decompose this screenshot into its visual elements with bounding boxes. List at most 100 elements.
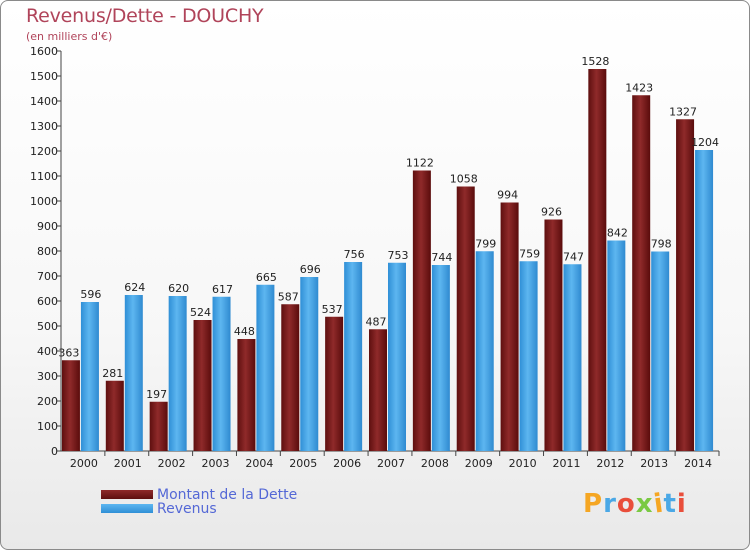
proxiti-logo: Proxiti [583,488,687,520]
data-label: 753 [388,249,409,262]
y-tick-label: 200 [37,395,58,408]
x-tick-label: 2003 [202,457,230,470]
x-tick-label: 2001 [114,457,142,470]
x-tick-label: 2009 [465,457,493,470]
bar-dette [149,401,168,451]
data-label: 1528 [581,55,609,68]
data-label: 747 [563,250,584,263]
bar-revenus [563,264,582,451]
bar-revenus [519,261,538,451]
y-tick-label: 600 [37,295,58,308]
y-tick-label: 100 [37,420,58,433]
data-label: 744 [431,251,452,264]
data-label: 620 [168,282,189,295]
data-label: 1204 [691,136,719,149]
data-label: 799 [475,237,496,250]
legend-label-debt: Montant de la Dette [157,487,298,503]
data-label: 696 [300,263,321,276]
bar-dette [325,316,344,451]
bar-dette [281,304,300,451]
bar-revenus [256,284,275,451]
y-tick-label: 1100 [30,170,58,183]
y-tick-label: 1200 [30,145,58,158]
y-tick-label: 700 [37,270,58,283]
x-tick-label: 2013 [640,457,668,470]
data-label: 537 [322,303,343,316]
bar-revenus [651,251,670,451]
data-label: 363 [58,346,79,359]
bar-dette [676,119,695,451]
data-label: 624 [124,281,145,294]
x-tick-label: 2008 [421,457,449,470]
chart-subtitle: (en milliers d'€) [26,30,113,43]
bar-dette [369,329,387,451]
x-tick-label: 2000 [70,457,98,470]
data-label: 1423 [625,81,653,94]
x-tick-label: 2010 [509,457,537,470]
bar-dette [61,360,80,451]
bar-dette [544,219,563,451]
y-tick-label: 300 [37,370,58,383]
bar-dette [105,380,124,451]
y-tick-label: 1400 [30,95,58,108]
bar-dette [588,69,607,451]
data-label: 994 [497,189,518,202]
x-tick-label: 2004 [245,457,273,470]
legend-swatch-debt [101,490,153,499]
data-label: 798 [651,238,672,251]
data-label: 197 [146,388,167,401]
bar-dette [632,95,651,451]
bar-dette [412,170,431,451]
data-label: 524 [190,306,211,319]
bar-revenus [431,265,450,451]
data-label: 617 [212,283,233,296]
bar-dette [456,186,475,451]
bar-revenus [168,296,187,451]
bar-dette [500,202,519,451]
bar-revenus [344,262,363,451]
data-label: 587 [278,290,299,303]
y-tick-label: 0 [51,445,58,458]
bar-revenus [124,295,143,451]
data-label: 665 [256,271,277,284]
y-tick-label: 500 [37,320,58,333]
data-label: 842 [607,227,628,240]
data-label: 281 [102,367,123,380]
x-tick-label: 2012 [596,457,624,470]
y-tick-label: 1300 [30,120,58,133]
data-label: 926 [541,206,562,219]
y-tick-label: 400 [37,345,58,358]
data-label: 596 [80,288,101,301]
x-tick-label: 2007 [377,457,405,470]
legend-label-revenus: Revenus [157,501,217,517]
bar-revenus [695,150,714,451]
x-tick-label: 2005 [289,457,317,470]
data-label: 759 [519,247,540,260]
y-tick-label: 1500 [30,70,58,83]
bar-revenus [475,251,494,451]
data-label: 487 [366,315,387,328]
data-label: 756 [344,248,365,261]
bar-revenus [80,302,99,451]
bar-dette [237,339,256,451]
data-label: 1122 [406,157,434,170]
y-tick-label: 1600 [30,45,58,58]
x-tick-label: 2006 [333,457,361,470]
data-label: 1058 [450,173,478,186]
chart-title: Revenus/Dette - DOUCHY [26,5,264,27]
x-tick-label: 2014 [684,457,712,470]
data-label: 448 [234,325,255,338]
bar-dette [193,320,212,451]
bar-revenus [607,240,626,451]
y-tick-label: 800 [37,245,58,258]
x-tick-label: 2011 [552,457,580,470]
y-tick-label: 900 [37,220,58,233]
bar-revenus [300,277,319,451]
bar-revenus [388,262,406,451]
data-label: 1327 [669,105,697,118]
y-tick-label: 1000 [30,195,58,208]
x-tick-label: 2002 [158,457,186,470]
legend-swatch-revenus [101,504,153,513]
